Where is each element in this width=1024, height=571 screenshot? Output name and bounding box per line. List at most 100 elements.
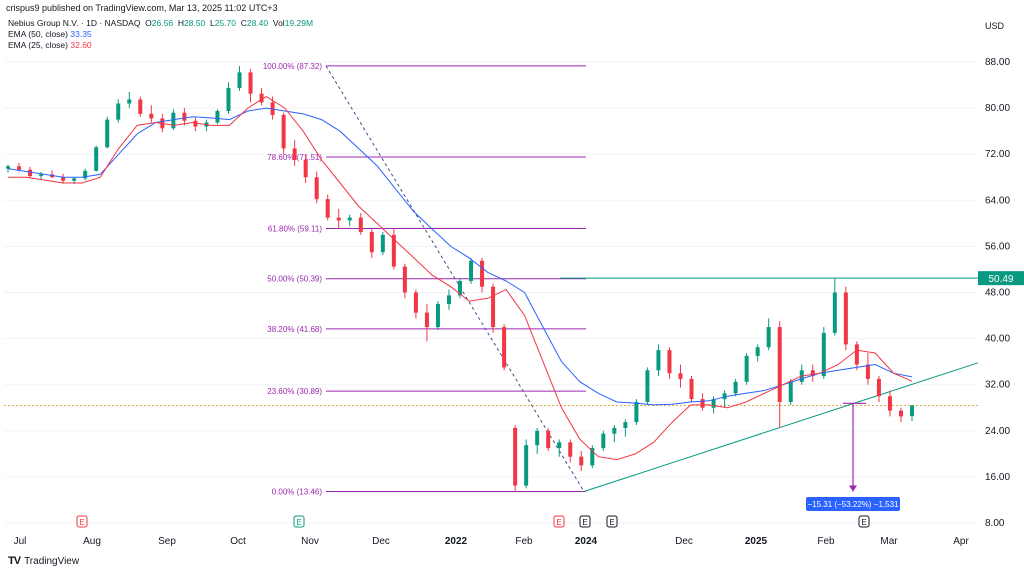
y-tick-label: 88.00 [985, 57, 1010, 68]
candle-body [458, 280, 462, 296]
candle-body [347, 217, 352, 221]
candle-body [303, 159, 308, 178]
x-tick-label: 2022 [445, 536, 468, 547]
candle-body [116, 103, 121, 120]
candle-body [127, 99, 132, 104]
ema50-line [7, 107, 913, 406]
ema50-legend: EMA (50, close) 33.35 [8, 29, 92, 39]
candle-body [292, 148, 297, 160]
candle-body [667, 350, 672, 374]
candle-body [898, 410, 903, 417]
y-tick-label: 64.00 [985, 195, 1010, 206]
x-tick-label: Nov [301, 536, 319, 547]
candle-body [61, 177, 66, 181]
candle-body [910, 405, 914, 417]
candle-body [469, 260, 474, 281]
x-tick-label: Mar [880, 536, 898, 547]
y-tick-label: 24.00 [985, 426, 1010, 437]
candle-body [744, 355, 749, 382]
candle-body [656, 350, 661, 371]
candle-body [182, 112, 187, 121]
candle-body [281, 115, 286, 149]
ohlc-volume: 19.29M [284, 18, 314, 28]
candle-body [215, 110, 220, 123]
candle-body [435, 304, 440, 328]
y-tick-label: 72.00 [985, 149, 1010, 160]
candle-body [821, 332, 826, 377]
y-tick-label: 40.00 [985, 334, 1010, 345]
x-tick-label: Jul [14, 536, 27, 547]
tradingview-brand: TV TradingView [8, 555, 79, 567]
x-tick-label: Aug [83, 536, 101, 547]
x-tick-label: Oct [230, 536, 246, 547]
candle-body [557, 442, 562, 449]
candle-body [568, 442, 573, 457]
candle-body [171, 112, 176, 129]
candle-body [601, 433, 606, 449]
y-tick-label: 32.00 [985, 380, 1010, 391]
candle-body [193, 120, 198, 127]
fib-level-label: 23.60% (30.89) [267, 387, 322, 396]
fib-level-label: 38.20% (41.68) [267, 325, 322, 334]
candle-body [788, 381, 793, 402]
ohlc-open: 26.56 [151, 18, 174, 28]
candle-body [369, 231, 374, 253]
symbol-legend: Nebius Group N.V. · 1D · NASDAQ O26.56 H… [8, 18, 314, 28]
ema25-line [8, 96, 913, 461]
candle-body [865, 364, 870, 379]
candle-body [590, 448, 595, 466]
support-trendline [583, 362, 979, 493]
candle-body [546, 430, 551, 449]
candle-body [711, 399, 716, 408]
candle-body [491, 286, 496, 328]
candle-body [6, 166, 10, 169]
y-tick-label: 80.00 [985, 103, 1010, 114]
brand-name: TradingView [24, 555, 80, 567]
price-badge [978, 271, 1024, 286]
earnings-marker-label: E [609, 518, 614, 527]
candle-body [358, 217, 363, 232]
candle-body [105, 119, 110, 148]
candle-body [678, 373, 683, 379]
earnings-marker-icon [293, 515, 305, 528]
ema50-value: 33.35 [70, 29, 92, 39]
candle-body [83, 170, 88, 179]
earnings-marker-icon [553, 515, 565, 528]
x-tick-label: Dec [372, 536, 390, 547]
candle-body [336, 217, 341, 221]
measure-box [806, 497, 900, 511]
candle-body [843, 292, 848, 345]
candle-body [612, 427, 617, 434]
candle-body [513, 427, 518, 486]
fib-level-label: 61.80% (59.11) [268, 224, 322, 233]
measure-arrowhead-icon [849, 485, 857, 492]
candle-body [766, 327, 771, 348]
ema25-legend: EMA (25, close) 32.60 [8, 40, 92, 50]
candle-body [480, 260, 485, 287]
candle-body [876, 378, 881, 397]
candle-body [623, 422, 628, 428]
x-tick-label: Feb [515, 536, 533, 547]
x-tick-label: Feb [817, 536, 835, 547]
earnings-marker-label: E [861, 518, 866, 527]
ema25-label: EMA (25, close) [8, 40, 68, 50]
ema25-value: 32.60 [70, 40, 92, 50]
candle-body [413, 292, 418, 313]
measure-label: −15.31 (−53.22%) −1,531 [808, 500, 900, 509]
currency-label: USD [984, 21, 1004, 31]
candle-body [314, 177, 319, 200]
candle-body [94, 147, 99, 171]
y-tick-label: 8.00 [985, 518, 1005, 529]
candle-body [39, 174, 44, 177]
candle-body [689, 378, 694, 400]
fib-level-label: 100.00% (87.32) [263, 62, 322, 71]
candle-body [237, 72, 242, 88]
x-tick-label: 2025 [745, 536, 768, 547]
y-tick-label: 56.00 [985, 241, 1010, 252]
ohlc-close: 28.40 [246, 18, 269, 28]
y-tick-label: 16.00 [985, 472, 1010, 483]
y-tick-label: 48.00 [985, 288, 1010, 299]
candle-body [733, 381, 738, 394]
candle-body [755, 347, 760, 356]
